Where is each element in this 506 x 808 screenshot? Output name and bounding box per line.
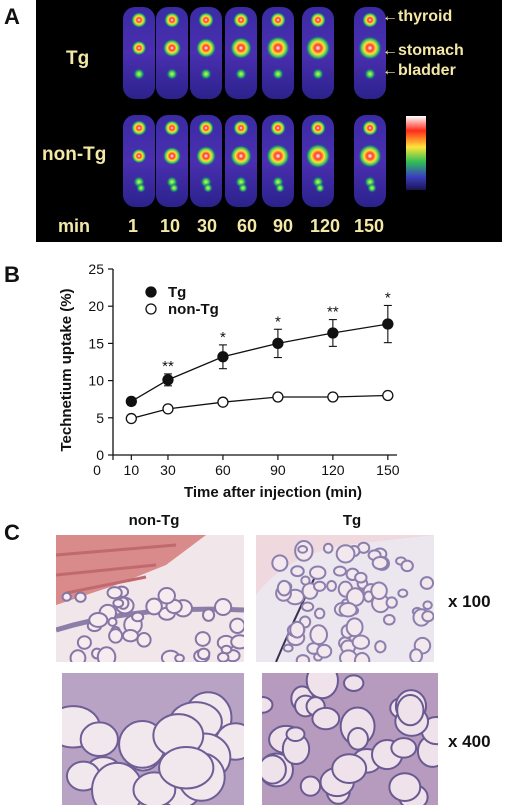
magnification-x400: x 400: [448, 732, 491, 751]
x-tick-label: 150: [376, 462, 400, 478]
time-label: 1: [128, 216, 139, 236]
mouse-image: [123, 115, 155, 207]
intensity-color-scale: [406, 116, 426, 190]
data-point: [217, 396, 229, 408]
data-point: [125, 412, 137, 425]
mouse-images: [123, 7, 386, 207]
mouse-image: [354, 7, 386, 99]
time-label: 150: [354, 216, 385, 236]
x-tick-label: 10: [124, 462, 140, 478]
y-tick-label: 10: [88, 373, 104, 389]
x-tick-label: 30: [160, 462, 176, 478]
row-label-tg: Tg: [66, 48, 90, 69]
chart-series: *******: [125, 289, 394, 425]
column-label-non-tg: non-Tg: [128, 512, 180, 529]
data-point: [272, 337, 284, 350]
significance-mark: **: [162, 358, 174, 375]
organ-label-bladder: ←bladder: [382, 62, 456, 79]
series-line: [130, 323, 388, 402]
mouse-image: [156, 7, 188, 99]
data-point: [125, 395, 137, 408]
mouse-image: [262, 115, 294, 207]
tick-labels: 0 5 10 15 20 25 0 10 30 60 90 120 150: [88, 261, 399, 478]
time-label: 30: [197, 216, 218, 236]
data-point: [272, 391, 284, 403]
histology-tg-x100: [256, 535, 434, 662]
significance-mark: **: [327, 304, 339, 321]
legend-label: non-Tg: [168, 301, 219, 318]
x-tick-label: 60: [215, 462, 231, 478]
panel-b-letter: B: [4, 262, 20, 287]
column-label-tg: Tg: [342, 512, 362, 529]
data-point: [217, 351, 229, 363]
time-label: 10: [160, 216, 181, 236]
chart-axes: [108, 268, 397, 460]
legend-marker: [145, 286, 157, 298]
histology-non-tg-x100: [56, 535, 244, 662]
x-tick-label: 120: [321, 462, 345, 478]
mouse-image: [123, 7, 155, 99]
scintigraphy-images: [123, 7, 426, 207]
time-label: 120: [310, 216, 341, 236]
organ-label-thyroid: ←thyroid: [382, 8, 453, 25]
organ-label-stomach: ←stomach: [382, 42, 464, 59]
data-point: [382, 318, 394, 330]
significance-mark: *: [275, 313, 281, 330]
series-tg: *******: [125, 289, 394, 408]
mouse-image: [262, 7, 294, 99]
legend-marker: [145, 303, 157, 315]
x-tick-label: 0: [93, 462, 101, 478]
legend-label: Tg: [168, 284, 186, 301]
data-point: [162, 374, 174, 386]
mouse-image: [190, 115, 222, 207]
data-point: [327, 327, 339, 339]
y-tick-label: 5: [96, 410, 104, 426]
mouse-image: [354, 115, 386, 207]
y-tick-label: 0: [96, 447, 104, 463]
y-tick-label: 25: [88, 261, 104, 277]
mouse-image: [190, 7, 222, 99]
mouse-image: [156, 115, 188, 207]
magnification-x100: x 100: [448, 592, 491, 611]
time-label: 90: [273, 216, 294, 236]
significance-mark: *: [385, 289, 391, 306]
x-tick-label: 90: [270, 462, 286, 478]
data-point: [162, 403, 174, 415]
time-unit-label: min: [58, 216, 91, 236]
significance-mark: *: [220, 329, 226, 346]
histology-tg-x400: [262, 673, 438, 805]
scintigraphy-panel: Tg non-Tg min 1 10 30 60 90 120 150 ←thyroid ←…: [36, 0, 502, 242]
y-axis-label: Technetium uptake (%): [58, 288, 75, 451]
mouse-image: [225, 7, 257, 99]
panel-c-letter: C: [4, 520, 20, 545]
y-tick-label: 15: [88, 335, 104, 351]
mouse-image: [302, 7, 334, 99]
data-point: [327, 391, 339, 403]
mouse-image: [225, 115, 257, 207]
row-label-non-tg: non-Tg: [42, 144, 107, 165]
panel-a-letter: A: [4, 4, 20, 29]
histology-non-tg-x400: [62, 673, 244, 805]
time-label: 60: [237, 216, 258, 236]
mouse-image: [302, 115, 334, 207]
data-point: [382, 389, 394, 402]
series-non-tg: [125, 389, 394, 425]
series-line: [131, 394, 388, 420]
x-axis-label: Time after injection (min): [184, 484, 362, 501]
y-tick-label: 20: [88, 298, 104, 314]
